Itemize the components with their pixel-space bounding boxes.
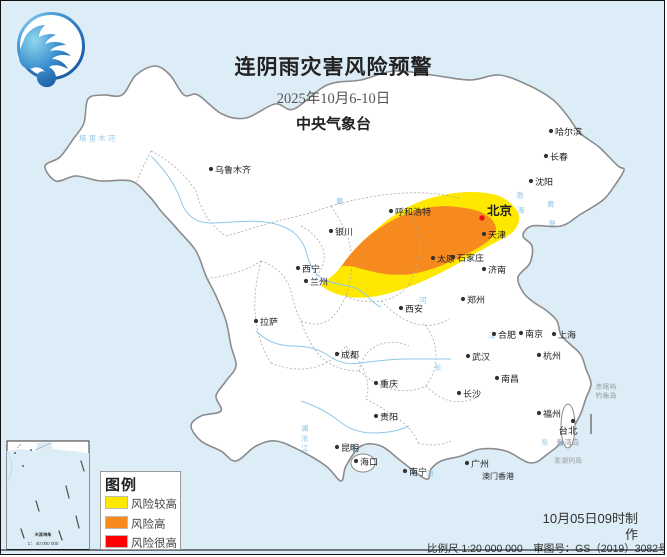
svg-text:长春: 长春 bbox=[550, 152, 568, 162]
svg-text:作: 作 bbox=[625, 527, 638, 542]
svg-text:石家庄: 石家庄 bbox=[457, 253, 484, 263]
svg-text:黄: 黄 bbox=[336, 197, 344, 206]
svg-text:拉萨: 拉萨 bbox=[260, 317, 278, 327]
svg-text:郑州: 郑州 bbox=[467, 295, 485, 305]
svg-text:长沙: 长沙 bbox=[463, 389, 481, 399]
svg-text:上海: 上海 bbox=[558, 330, 576, 340]
svg-text:澎湖列岛: 澎湖列岛 bbox=[554, 457, 582, 465]
svg-text:天津: 天津 bbox=[488, 230, 506, 240]
svg-text:成都: 成都 bbox=[341, 350, 359, 360]
svg-text:昆明: 昆明 bbox=[341, 443, 359, 453]
svg-text:西宁: 西宁 bbox=[302, 264, 320, 274]
svg-text:合肥: 合肥 bbox=[498, 330, 516, 340]
svg-text:渤: 渤 bbox=[516, 191, 524, 200]
svg-text:广州: 广州 bbox=[471, 459, 489, 469]
svg-text:南京: 南京 bbox=[525, 329, 543, 339]
svg-text:南宁: 南宁 bbox=[409, 467, 427, 477]
svg-text:济南: 济南 bbox=[488, 265, 506, 275]
svg-text:杭州: 杭州 bbox=[543, 351, 561, 361]
svg-text:江: 江 bbox=[301, 444, 309, 453]
svg-text:海口: 海口 bbox=[360, 457, 378, 467]
svg-text:乌鲁木齐: 乌鲁木齐 bbox=[215, 165, 251, 175]
svg-text:福州: 福州 bbox=[543, 409, 561, 419]
svg-text:重庆: 重庆 bbox=[380, 379, 398, 389]
svg-text:兰州: 兰州 bbox=[310, 277, 328, 287]
svg-text:赤尾屿: 赤尾屿 bbox=[596, 383, 617, 391]
svg-text:比例尺 1:20 000 000 审图号：GS（2019）3: 比例尺 1:20 000 000 审图号：GS（2019）3082号 MESIS… bbox=[427, 543, 665, 555]
svg-text:澳门香港: 澳门香港 bbox=[482, 472, 514, 481]
svg-text:长: 长 bbox=[434, 363, 442, 372]
svg-text:钓鱼岛: 钓鱼岛 bbox=[596, 392, 617, 400]
svg-text:塔 里 木 河: 塔 里 木 河 bbox=[79, 134, 116, 143]
svg-text:沈阳: 沈阳 bbox=[535, 177, 553, 187]
svg-text:黄: 黄 bbox=[547, 200, 555, 209]
svg-text:台湾岛: 台湾岛 bbox=[557, 438, 580, 447]
svg-text:北京: 北京 bbox=[487, 204, 513, 218]
svg-text:哈尔滨: 哈尔滨 bbox=[555, 127, 582, 137]
svg-text:银川: 银川 bbox=[335, 227, 353, 237]
svg-text:西安: 西安 bbox=[405, 304, 423, 314]
svg-text:南昌: 南昌 bbox=[501, 374, 519, 384]
svg-text:沧: 沧 bbox=[301, 434, 309, 443]
svg-text:1： 40 000 000: 1： 40 000 000 bbox=[28, 541, 59, 546]
svg-text:10月05日09时制: 10月05日09时制 bbox=[543, 511, 638, 526]
svg-text:海: 海 bbox=[517, 206, 525, 215]
svg-text:呼和浩特: 呼和浩特 bbox=[395, 207, 431, 217]
svg-text:天涯海角: 天涯海角 bbox=[35, 532, 52, 537]
svg-text:武汉: 武汉 bbox=[472, 352, 490, 362]
svg-text:台北: 台北 bbox=[558, 425, 578, 437]
svg-text:海: 海 bbox=[548, 219, 556, 228]
svg-text:贵阳: 贵阳 bbox=[380, 412, 398, 422]
svg-text:澜: 澜 bbox=[301, 424, 309, 433]
